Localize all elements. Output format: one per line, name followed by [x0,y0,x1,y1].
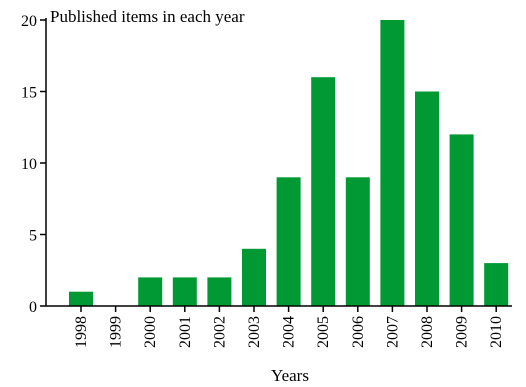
x-tick-label-2001: 2001 [177,316,194,348]
bar-2009 [449,134,474,306]
bar-2001 [172,277,197,306]
bar-2010 [484,263,509,306]
x-tick-label-2009: 2009 [454,316,471,348]
x-tick-label-2005: 2005 [315,316,332,348]
bar-2003 [242,248,266,306]
y-tick-label-20: 20 [21,13,37,30]
x-tick-label-1998: 1998 [73,316,90,348]
x-tick-label-2006: 2006 [350,316,367,348]
bar-2004 [276,177,301,306]
x-tick-label-2007: 2007 [384,316,401,348]
tick-labels-group: 0 5 10 15 20 1998 1999 2000 2001 2002 2003 2004 2005… [21,13,505,348]
x-tick-label-2008: 2008 [419,316,436,348]
chart-title: Published items in each year [50,7,245,26]
x-axis-title: Years [271,366,309,385]
y-tick-label-15: 15 [21,85,37,102]
x-tick-label-2010: 2010 [488,316,505,348]
x-tick-label-2002: 2002 [211,316,228,348]
bar-2005 [311,77,336,306]
y-tick-label-10: 10 [21,156,37,173]
x-tick-label-1999: 1999 [108,316,125,348]
x-tick-label-2003: 2003 [246,316,263,348]
bar-2008 [415,91,439,306]
bar-2006 [345,177,370,306]
bar-2000 [138,277,163,306]
bars-group [69,20,509,306]
bar-2002 [207,277,232,306]
bar-1998 [69,291,93,306]
x-tick-label-2004: 2004 [281,316,298,348]
bar-2007 [380,20,405,306]
y-tick-label-5: 5 [29,228,37,245]
x-tick-label-2000: 2000 [142,316,159,348]
axes-group [40,18,512,312]
y-tick-label-0: 0 [29,299,37,316]
